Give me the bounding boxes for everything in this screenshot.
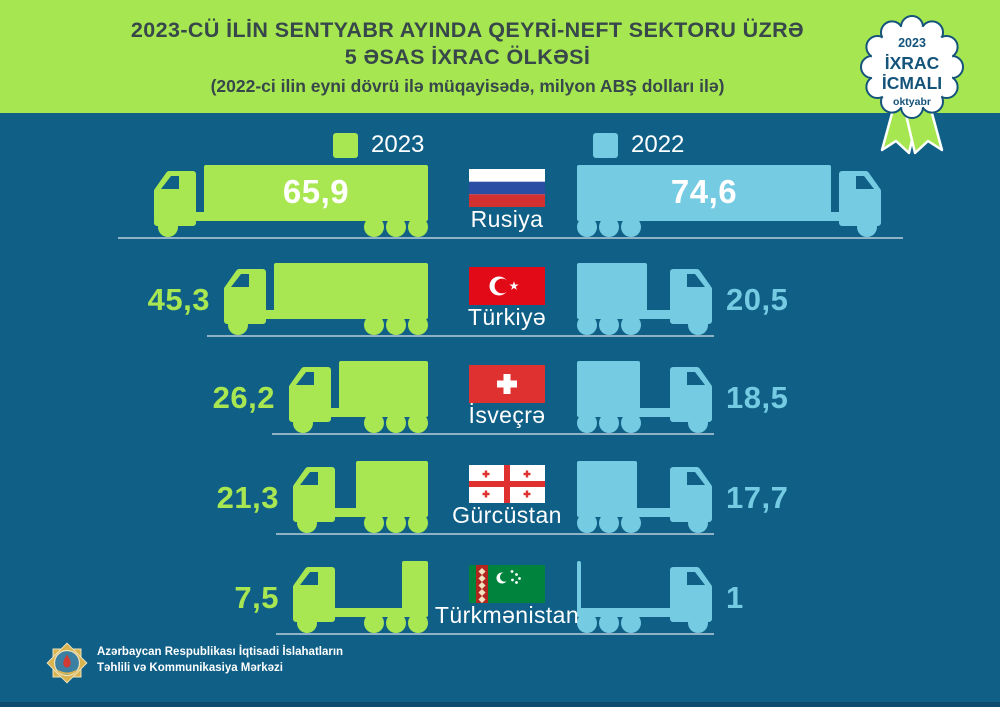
truck-2023: [154, 165, 428, 237]
legend-label-2022: 2022: [631, 131, 685, 158]
header-band: 2023-CÜ İLİN SENTYABR AYINDA QEYRİ-NEFT …: [0, 0, 1000, 113]
country-label: Rusiya: [470, 206, 544, 232]
azerbaijan-emblem-icon: [46, 642, 88, 684]
legend-swatch-2023-icon: [333, 132, 358, 158]
country-flag-russia: [469, 169, 545, 207]
badge-title-line2: İCMALI: [882, 73, 942, 93]
truck-2022: [577, 361, 712, 433]
truck-2022: [577, 461, 712, 533]
country-flag-switzerland: [469, 365, 545, 403]
ground-line: [207, 335, 714, 337]
value-2022: 20,5: [726, 282, 789, 317]
ground-line: [272, 433, 714, 435]
country-label: İsveçrə: [468, 402, 546, 428]
legend-item-2023: 2023: [333, 131, 424, 159]
bottom-strip: [0, 702, 1000, 707]
country-label: Gürcüstan: [452, 502, 562, 528]
country-flag-turkmenistan: [469, 565, 545, 603]
truck-2023: [293, 461, 428, 533]
value-2022: 1: [726, 580, 744, 615]
legend-label-2023: 2023: [371, 131, 425, 158]
truck-2023: [293, 561, 428, 633]
value-2022: 74,6: [670, 172, 738, 210]
value-2023: 45,3: [147, 282, 210, 317]
footer-org-name: Azərbaycan Respublikası İqtisadi İslahat…: [97, 644, 343, 676]
ground-line: [118, 237, 903, 239]
truck-2022: [577, 165, 881, 237]
truck-2022: [577, 263, 712, 335]
page-titles: 2023-CÜ İLİN SENTYABR AYINDA QEYRİ-NEFT …: [0, 17, 935, 97]
footer-org-line1: Azərbaycan Respublikası İqtisadi İslahat…: [97, 646, 344, 658]
page-title-line2: 5 ƏSAS İXRAC ÖLKƏSİ: [344, 45, 591, 69]
country-label: Türkmənistan: [434, 602, 580, 628]
value-2022: 18,5: [726, 380, 789, 415]
ground-line: [276, 533, 714, 535]
value-2023: 65,9: [282, 172, 350, 210]
badge-month: oktyabr: [893, 96, 931, 108]
value-2023: 26,2: [212, 380, 275, 415]
truck-2023: [289, 361, 428, 433]
ground-line: [276, 633, 714, 635]
value-2023: 7,5: [234, 580, 279, 615]
page-subtitle: (2022-ci ilin eyni dövrü ilə müqayisədə,…: [210, 76, 725, 96]
badge-year: 2023: [898, 36, 926, 50]
value-2022: 17,7: [726, 480, 789, 515]
footer-org-line2: Təhlili və Kommunikasiya Mərkəzi: [97, 662, 283, 674]
legend-swatch-2022-icon: [593, 132, 618, 158]
badge-title-line1: İXRAC: [885, 53, 940, 73]
badge-rosette-icon: [860, 15, 964, 119]
country-flag-turkey: [469, 267, 545, 305]
ixrac-icmali-badge: 2023 İXRAC İCMALI oktyabr: [860, 15, 964, 155]
value-2023: 21,3: [216, 480, 279, 515]
country-label: Türkiyə: [467, 304, 547, 330]
country-flag-georgia: [469, 465, 545, 503]
page-title-line1: 2023-CÜ İLİN SENTYABR AYINDA QEYRİ-NEFT …: [130, 18, 805, 42]
truck-2023: [224, 263, 428, 335]
truck-2022: [577, 561, 712, 633]
legend-item-2022: 2022: [593, 131, 684, 159]
